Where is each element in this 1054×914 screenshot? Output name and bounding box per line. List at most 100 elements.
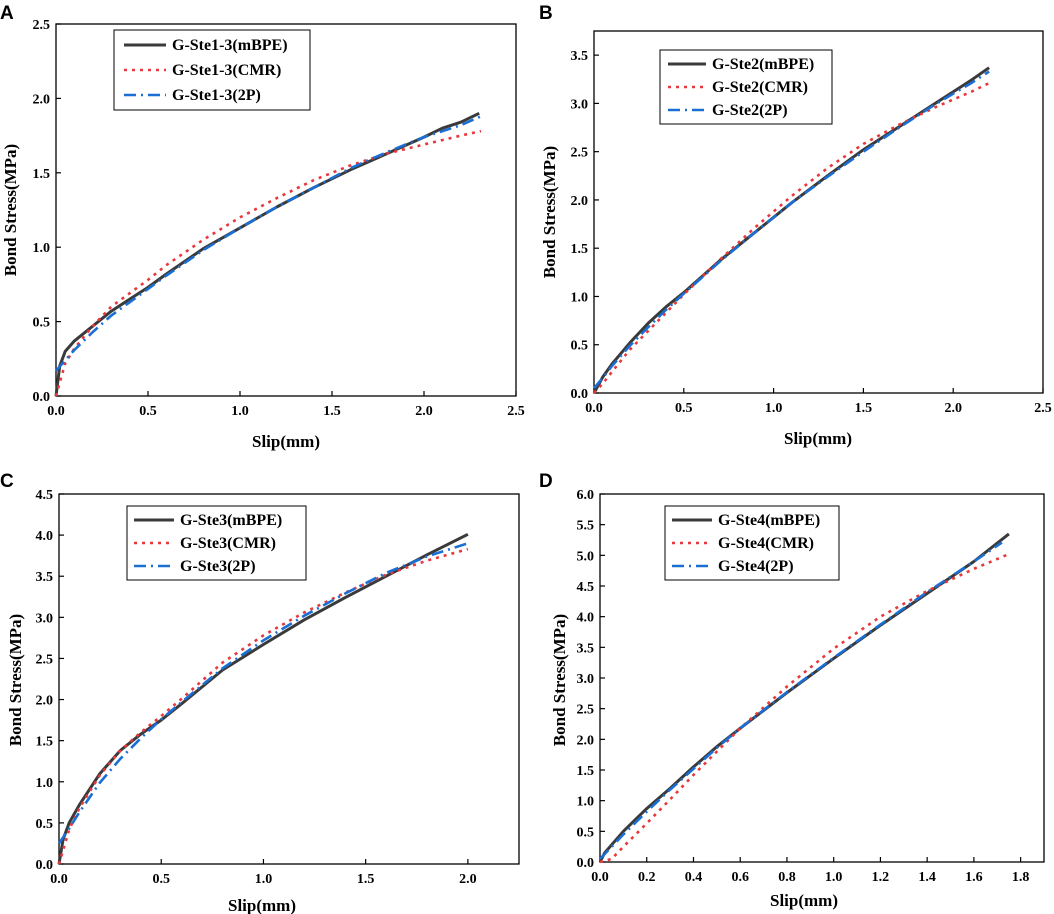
- panel-c-plot-frame: [58, 493, 520, 865]
- panel-a-letter: A: [0, 3, 14, 24]
- panel-a-x-tick-label: 2.0: [415, 404, 433, 419]
- panel-d-series-cmr-line: [599, 552, 1010, 864]
- panel-b-curves: [592, 66, 990, 394]
- panel-b-x-tick-label: 1.0: [765, 401, 783, 416]
- panel-d-x-tick-label: 0.4: [685, 870, 703, 885]
- panel-c-x-axis-title: Slip(mm): [228, 896, 296, 914]
- panel-b-y-tick-label: 2.5: [571, 146, 589, 161]
- panel-d-y-tick-label: 1.5: [577, 764, 595, 779]
- panel-a-series-cmr-line: [54, 129, 482, 397]
- panel-c-y-tick-label: 2.0: [36, 694, 54, 709]
- panel-d-curves: [598, 532, 1010, 864]
- panel-d-legend-label-mbpe: G-Ste4(mBPE): [718, 512, 820, 529]
- panel-a-y-axis-title: Bond Stress(MPa): [1, 144, 20, 276]
- panel-c-legend: G-Ste3(mBPE) G-Ste3(CMR) G-Ste3(2P): [126, 505, 307, 581]
- panel-a-x-axis-title: Slip(mm): [252, 432, 320, 451]
- panel-a-x-tick-label: 1.0: [231, 404, 249, 419]
- panel-b-legend-box: [659, 49, 833, 125]
- panel-d-x-tick-label: 1.0: [825, 870, 843, 885]
- panel-d: D 0.0 0.2 0.4 0.6 0.8 1.0 1.2 1.4 1.6 1.8 0.0 0.5 1.…: [539, 471, 1045, 910]
- panel-d-x-axis-title: Slip(mm): [770, 891, 838, 910]
- panel-c-y-tick-label: 0.0: [36, 858, 54, 873]
- panel-a-series-2p-line: [55, 115, 482, 372]
- panel-b-series-cmr-line: [593, 81, 990, 394]
- panel-c-y-tick-label: 3.0: [36, 611, 54, 626]
- panel-b-y-tick-label: 0.5: [571, 339, 589, 354]
- panel-d-y-tick-label: 2.5: [577, 703, 595, 718]
- panel-a-y-tick-label: 2.0: [33, 92, 51, 107]
- panel-d-legend: G-Ste4(mBPE) G-Ste4(CMR) G-Ste4(2P): [664, 505, 840, 581]
- panel-d-x-tick-label: 0.8: [778, 870, 796, 885]
- panel-d-y-tick-label: 5.0: [577, 549, 595, 564]
- panel-c-x-tick-label: 1.0: [255, 872, 273, 887]
- panel-d-x-tick-label: 1.6: [965, 870, 983, 885]
- panel-c-legend-label-2p: G-Ste3(2P): [180, 558, 256, 575]
- panel-a-legend-label-2p: G-Ste1-3(2P): [172, 87, 261, 104]
- panel-b-y-tick-label: 1.5: [571, 242, 589, 257]
- panel-b-y-tick-label: 0.0: [571, 387, 589, 402]
- panel-b-ticks: 0.0 0.5 1.0 1.5 2.0 2.5 0.0 0.5 1.0 1.5 2.0 2.5 3.0 3…: [571, 49, 1052, 416]
- panel-d-y-axis-title: Bond Stress(MPa): [550, 614, 569, 746]
- panel-a-y-tick-label: 0.0: [33, 390, 51, 405]
- panel-d-ticks: 0.0 0.2 0.4 0.6 0.8 1.0 1.2 1.4 1.6 1.8 0.0 0.5 1.0 1…: [577, 488, 1030, 885]
- panel-c-ticks: 0.0 0.5 1.0 1.5 2.0 0.0 0.5 1.0 1.5 2.0 2.5 3.0 3.5 4…: [36, 488, 477, 887]
- panel-d-x-tick-label: 0.2: [638, 870, 656, 885]
- panel-d-letter: D: [539, 471, 553, 492]
- panel-d-y-tick-label: 3.0: [577, 672, 595, 687]
- panel-d-x-tick-label: 1.4: [918, 870, 936, 885]
- panel-c-legend-box: [126, 505, 307, 581]
- panel-c-y-tick-label: 0.5: [36, 817, 54, 832]
- panel-b-series-2p-line: [593, 70, 990, 390]
- panel-b-x-tick-label: 2.0: [944, 401, 962, 416]
- panel-c-y-tick-label: 4.0: [36, 529, 54, 544]
- panel-c-y-axis-title: Bond Stress(MPa): [6, 614, 25, 746]
- panel-d-legend-label-cmr: G-Ste4(CMR): [718, 535, 814, 552]
- panel-c-y-tick-label: 1.5: [36, 735, 54, 750]
- panel-d-y-tick-label: 3.5: [577, 641, 595, 656]
- panel-d-series-2p-line: [599, 541, 1003, 860]
- panel-b-y-tick-label: 1.0: [571, 290, 589, 305]
- panel-b: B 0.0 0.5 1.0 1.5 2.0 2.5 0.0 0.5 1.0 1.5 2.0 2.5 3.…: [539, 3, 1052, 448]
- panel-a-y-tick-label: 1.5: [33, 167, 51, 182]
- panel-c-x-tick-label: 1.5: [357, 872, 375, 887]
- panel-d-x-tick-label: 1.2: [872, 870, 890, 885]
- panel-b-y-axis-title: Bond Stress(MPa): [540, 146, 559, 278]
- panel-b-y-tick-label: 3.5: [571, 49, 589, 64]
- panel-d-y-tick-label: 2.0: [577, 733, 595, 748]
- panel-d-y-tick-label: 4.0: [577, 611, 595, 626]
- panel-c-y-tick-label: 3.5: [36, 570, 54, 585]
- panel-d-y-tick-label: 6.0: [577, 488, 595, 503]
- panel-b-legend-label-cmr: G-Ste2(CMR): [712, 79, 808, 96]
- panel-d-legend-label-2p: G-Ste4(2P): [718, 558, 794, 575]
- panel-c-x-tick-label: 2.0: [459, 872, 477, 887]
- panel-b-x-tick-label: 0.5: [675, 401, 693, 416]
- panel-c-y-tick-label: 1.0: [36, 776, 54, 791]
- panel-c-curves: [57, 532, 469, 865]
- panel-c: C 0.0 0.5 1.0 1.5 2.0 0.0 0.5 1.0 1.5 2.0 2.5 3.0 3.…: [0, 471, 520, 914]
- panel-b-legend-label-2p: G-Ste2(2P): [712, 102, 788, 119]
- panel-d-y-tick-label: 0.0: [577, 856, 595, 871]
- panel-b-plot-frame: [593, 30, 1044, 394]
- panel-a-y-tick-label: 2.5: [33, 18, 51, 33]
- panel-a-x-tick-label: 2.5: [507, 404, 525, 419]
- panel-c-y-tick-label: 2.5: [36, 652, 54, 667]
- panel-d-legend-box: [664, 505, 840, 581]
- panel-d-y-tick-label: 5.5: [577, 519, 595, 534]
- panel-b-legend-label-mbpe: G-Ste2(mBPE): [712, 56, 814, 73]
- panel-a-series-mbpe-line: [54, 111, 480, 397]
- panel-b-y-tick-label: 3.0: [571, 97, 589, 112]
- panel-c-x-tick-label: 0.5: [152, 872, 170, 887]
- panel-b-x-axis-title: Slip(mm): [784, 429, 852, 448]
- panel-a: A 0.0 0.5 1.0 1.5 2.0 2.5 0.0 0.5 1.0 1.5 2.0 2.5 S…: [0, 3, 525, 451]
- panel-a-plot-frame: [55, 23, 517, 397]
- panel-d-x-tick-label: 0.6: [731, 870, 749, 885]
- panel-c-series-mbpe-line: [57, 532, 469, 865]
- panel-a-y-tick-label: 0.5: [33, 316, 51, 331]
- panel-a-x-tick-label: 1.5: [323, 404, 341, 419]
- panel-a-y-tick-label: 1.0: [33, 241, 51, 256]
- panel-a-x-tick-label: 0.0: [47, 404, 65, 419]
- panel-b-x-tick-label: 1.5: [855, 401, 873, 416]
- panel-a-legend-label-cmr: G-Ste1-3(CMR): [172, 62, 281, 79]
- panel-c-series-2p-line: [57, 542, 469, 845]
